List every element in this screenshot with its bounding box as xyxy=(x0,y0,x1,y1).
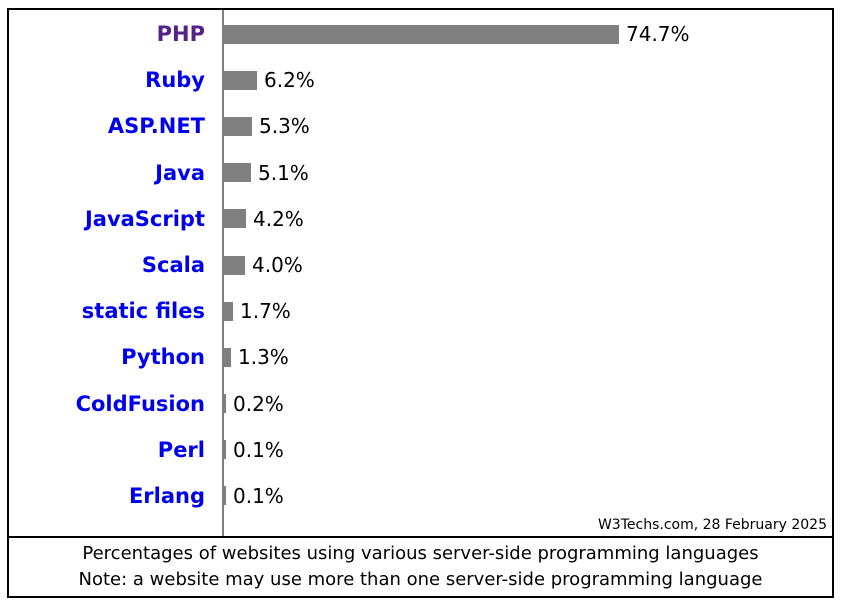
bar-cell: 6.2% xyxy=(224,68,315,92)
category-label[interactable]: Perl xyxy=(157,437,205,462)
bar xyxy=(224,440,226,460)
value-label: 6.2% xyxy=(264,68,315,93)
category-label[interactable]: Python xyxy=(121,345,205,370)
chart-row: Scala 4.0% xyxy=(9,242,832,288)
bar-cell: 1.3% xyxy=(224,345,289,369)
bar xyxy=(224,70,257,90)
chart-row: static files 1.7% xyxy=(9,288,832,334)
bar-cell: 4.0% xyxy=(224,253,303,277)
bar-cell: 0.1% xyxy=(224,438,284,462)
bar xyxy=(224,255,245,275)
value-label: 0.1% xyxy=(233,437,284,462)
caption-line2: Note: a website may use more than one se… xyxy=(78,569,763,590)
bar xyxy=(224,116,252,136)
bar xyxy=(224,301,233,321)
bar-cell: 5.3% xyxy=(224,114,310,138)
category-label[interactable]: Ruby xyxy=(145,68,205,93)
chart-row: ASP.NET 5.3% xyxy=(9,103,832,149)
chart-row: Erlang 0.1% xyxy=(9,473,832,519)
caption-line1: Percentages of websites using various se… xyxy=(82,543,759,564)
category-label[interactable]: static files xyxy=(81,299,205,324)
bar-cell: 4.2% xyxy=(224,207,304,231)
category-label[interactable]: Java xyxy=(155,160,205,185)
value-label: 0.2% xyxy=(233,391,284,416)
bar xyxy=(224,209,246,229)
source-credit: W3Techs.com, 28 February 2025 xyxy=(597,517,827,533)
chart-row: Ruby 6.2% xyxy=(9,57,832,103)
chart-row: Java 5.1% xyxy=(9,150,832,196)
category-label[interactable]: PHP xyxy=(156,22,205,47)
category-label[interactable]: Erlang xyxy=(128,483,205,508)
value-label: 1.7% xyxy=(240,299,291,324)
chart-row: ColdFusion 0.2% xyxy=(9,381,832,427)
bar xyxy=(224,486,226,506)
chart-rows: PHP 74.7% Ruby 6.2% ASP.NET 5.3% Java 5.… xyxy=(9,11,832,519)
bar-cell: 0.2% xyxy=(224,392,284,416)
bar-cell: 0.1% xyxy=(224,484,284,508)
chart-row: Python 1.3% xyxy=(9,334,832,380)
bar-cell: 74.7% xyxy=(224,22,690,46)
bar xyxy=(224,24,619,44)
bar xyxy=(224,347,231,367)
category-label[interactable]: ASP.NET xyxy=(107,114,205,139)
chart-area: PHP 74.7% Ruby 6.2% ASP.NET 5.3% Java 5.… xyxy=(9,10,832,536)
category-label[interactable]: JavaScript xyxy=(84,206,205,231)
value-label: 4.0% xyxy=(252,253,303,278)
value-label: 5.1% xyxy=(258,160,309,185)
category-label[interactable]: ColdFusion xyxy=(75,391,205,416)
value-label: 1.3% xyxy=(238,345,289,370)
chart-row: JavaScript 4.2% xyxy=(9,196,832,242)
caption: Percentages of websites using various se… xyxy=(9,536,832,596)
value-label: 0.1% xyxy=(233,483,284,508)
bar xyxy=(224,394,226,414)
bar-cell: 1.7% xyxy=(224,299,291,323)
category-label[interactable]: Scala xyxy=(141,253,205,278)
bar xyxy=(224,163,251,183)
chart-frame: PHP 74.7% Ruby 6.2% ASP.NET 5.3% Java 5.… xyxy=(7,8,834,598)
value-label: 4.2% xyxy=(253,206,304,231)
value-label: 5.3% xyxy=(259,114,310,139)
chart-row: PHP 74.7% xyxy=(9,11,832,57)
chart-row: Perl 0.1% xyxy=(9,427,832,473)
value-label: 74.7% xyxy=(626,22,690,47)
y-axis-line xyxy=(222,10,224,536)
bar-cell: 5.1% xyxy=(224,161,309,185)
